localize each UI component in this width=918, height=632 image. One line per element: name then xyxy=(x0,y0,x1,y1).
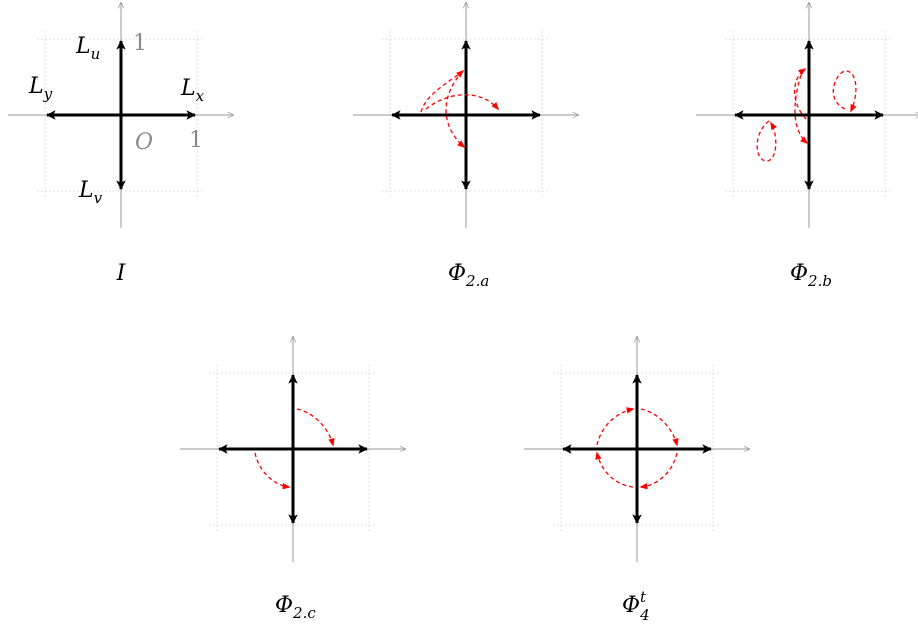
mapping-arrows xyxy=(420,69,500,149)
map-arrow-Lu-to-Lv xyxy=(793,68,807,120)
panel-phi-2b xyxy=(696,2,918,228)
caption-phi-4t: Φt 4 xyxy=(622,588,650,624)
basis-vectors xyxy=(391,40,541,190)
caption-phi-2a: Φ2.a xyxy=(448,261,489,290)
label-Lx: Lx xyxy=(180,76,205,105)
label-one-x: 1 xyxy=(189,128,203,153)
map-arrow-loop-Ly xyxy=(756,120,777,162)
panel-identity: Lu 1 Ly Lx O 1 Lv xyxy=(8,2,234,228)
basis-vectors xyxy=(562,374,712,524)
caption-I: I xyxy=(116,261,127,286)
map-arrow-Ly-to-Lv xyxy=(254,452,291,490)
label-Lv: Lv xyxy=(78,178,103,207)
panel-phi-2a xyxy=(353,2,579,228)
caption-phi-2b: Φ2.b xyxy=(790,261,832,290)
map-arrow-Lx-to-Lv xyxy=(639,452,678,490)
mapping-arrows xyxy=(595,407,679,490)
panel-phi-2c xyxy=(180,336,406,562)
mapping-arrows xyxy=(756,68,857,162)
map-arrow-Ly-to-Lu xyxy=(420,69,465,113)
basis-vectors xyxy=(734,40,884,190)
axis-annotations: Lu 1 Ly Lx O 1 Lv xyxy=(28,31,205,207)
label-Lu: Lu xyxy=(75,34,100,63)
basis-vectors xyxy=(46,40,196,190)
map-arrow-Lu-to-Lx xyxy=(296,408,335,447)
label-Ly: Ly xyxy=(28,74,53,103)
map-arrow-Ly-to-Lx xyxy=(425,94,500,111)
mapping-arrows xyxy=(254,408,335,490)
basis-vectors xyxy=(218,374,368,524)
label-origin: O xyxy=(135,130,153,155)
map-arrow-Ly-to-Lu xyxy=(596,407,635,446)
caption-phi-2c: Φ2.c xyxy=(275,593,316,622)
map-arrow-Lv-to-Ly xyxy=(595,451,634,488)
panel-phi-4t xyxy=(524,336,750,562)
map-arrow-Lv-to-Lu xyxy=(794,74,809,145)
map-arrow-Lu-to-Lx xyxy=(640,408,679,447)
map-arrow-Lu-to-Lv xyxy=(445,76,466,149)
map-arrow-loop-Lx xyxy=(832,70,857,113)
label-one-y: 1 xyxy=(133,31,147,56)
